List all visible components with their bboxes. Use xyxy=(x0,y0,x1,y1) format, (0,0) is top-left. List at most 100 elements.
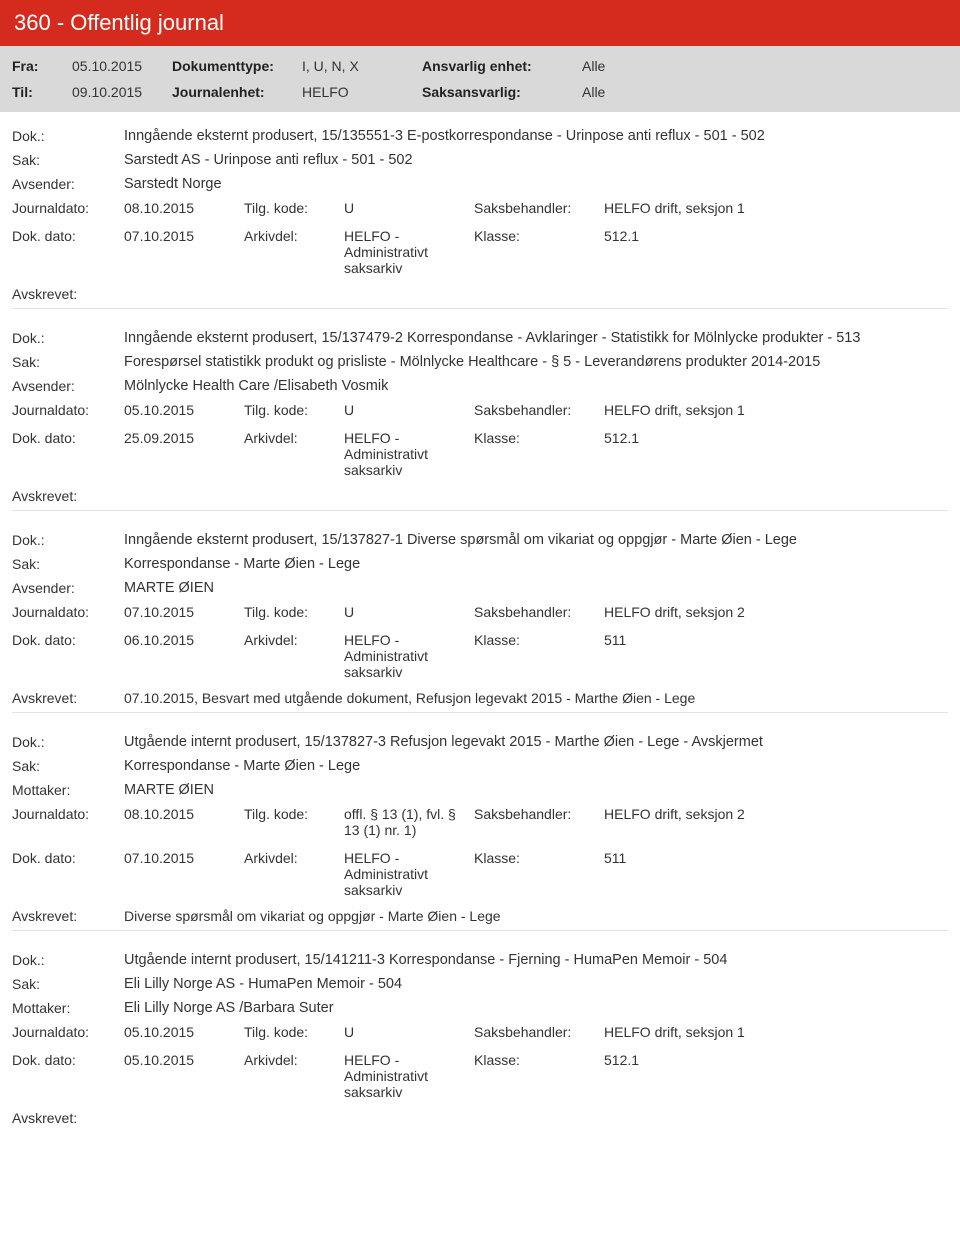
dok-value: Inngående eksternt produsert, 15/135551-… xyxy=(124,128,948,144)
avskrevet-value xyxy=(124,1110,948,1126)
klasse-value: 512.1 xyxy=(604,228,804,244)
sak-label: Sak: xyxy=(12,354,124,370)
avskrevet-label: Avskrevet: xyxy=(12,286,124,302)
klasse-value: 512.1 xyxy=(604,1052,804,1068)
dok-label: Dok.: xyxy=(12,128,124,144)
sak-value: Sarstedt AS - Urinpose anti reflux - 501… xyxy=(124,152,948,168)
saksansvarlig-label: Saksansvarlig: xyxy=(422,84,582,100)
record-divider xyxy=(12,930,948,931)
journaldato-label: Journaldato: xyxy=(12,1024,124,1040)
dokdato-label: Dok. dato: xyxy=(12,1052,124,1068)
journalenhet-value: HELFO xyxy=(302,84,422,100)
arkivdel-label: Arkivdel: xyxy=(244,430,344,446)
klasse-label: Klasse: xyxy=(474,1052,604,1068)
journal-record: Dok.: Inngående eksternt produsert, 15/1… xyxy=(0,314,960,516)
tilgkode-label: Tilg. kode: xyxy=(244,806,344,822)
sak-label: Sak: xyxy=(12,976,124,992)
saksbehandler-label: Saksbehandler: xyxy=(474,604,604,620)
party-value: MARTE ØIEN xyxy=(124,580,948,596)
avskrevet-value xyxy=(124,488,948,504)
dok-label: Dok.: xyxy=(12,532,124,548)
saksbehandler-label: Saksbehandler: xyxy=(474,402,604,418)
ansvarlig-value: Alle xyxy=(582,58,702,74)
journaldato-label: Journaldato: xyxy=(12,806,124,822)
tilgkode-label: Tilg. kode: xyxy=(244,402,344,418)
party-value: Mölnlycke Health Care /Elisabeth Vosmik xyxy=(124,378,948,394)
arkivdel-value: HELFO - Administrativt saksarkiv xyxy=(344,632,474,680)
arkivdel-value: HELFO - Administrativt saksarkiv xyxy=(344,1052,474,1100)
sak-value: Korrespondanse - Marte Øien - Lege xyxy=(124,556,948,572)
sak-value: Forespørsel statistikk produkt og prisli… xyxy=(124,354,948,370)
sak-label: Sak: xyxy=(12,152,124,168)
journaldato-label: Journaldato: xyxy=(12,604,124,620)
sak-label: Sak: xyxy=(12,556,124,572)
dok-value: Utgående internt produsert, 15/137827-3 … xyxy=(124,734,948,750)
tilgkode-value: U xyxy=(344,200,474,216)
tilgkode-label: Tilg. kode: xyxy=(244,1024,344,1040)
journal-record: Dok.: Utgående internt produsert, 15/141… xyxy=(0,936,960,1137)
sak-value: Eli Lilly Norge AS - HumaPen Memoir - 50… xyxy=(124,976,948,992)
fra-label: Fra: xyxy=(12,58,72,74)
saksbehandler-value: HELFO drift, seksjon 2 xyxy=(604,604,804,620)
arkivdel-value: HELFO - Administrativt saksarkiv xyxy=(344,228,474,276)
journaldato-label: Journaldato: xyxy=(12,200,124,216)
party-value: Eli Lilly Norge AS /Barbara Suter xyxy=(124,1000,948,1016)
page-title: 360 - Offentlig journal xyxy=(14,10,224,35)
party-value: MARTE ØIEN xyxy=(124,782,948,798)
doktype-value: I, U, N, X xyxy=(302,58,422,74)
sak-label: Sak: xyxy=(12,758,124,774)
saksbehandler-value: HELFO drift, seksjon 2 xyxy=(604,806,804,822)
dok-value: Utgående internt produsert, 15/141211-3 … xyxy=(124,952,948,968)
record-divider xyxy=(12,308,948,309)
tilgkode-value: offl. § 13 (1), fvl. § 13 (1) nr. 1) xyxy=(344,806,474,838)
dok-value: Inngående eksternt produsert, 15/137827-… xyxy=(124,532,948,548)
arkivdel-label: Arkivdel: xyxy=(244,228,344,244)
sak-value: Korrespondanse - Marte Øien - Lege xyxy=(124,758,948,774)
party-value: Sarstedt Norge xyxy=(124,176,948,192)
record-divider xyxy=(12,510,948,511)
dok-label: Dok.: xyxy=(12,330,124,346)
saksbehandler-label: Saksbehandler: xyxy=(474,200,604,216)
saksbehandler-label: Saksbehandler: xyxy=(474,1024,604,1040)
klasse-label: Klasse: xyxy=(474,632,604,648)
saksbehandler-label: Saksbehandler: xyxy=(474,806,604,822)
dokdato-value: 06.10.2015 xyxy=(124,632,244,648)
dok-label: Dok.: xyxy=(12,734,124,750)
tilgkode-value: U xyxy=(344,402,474,418)
party-label: Avsender: xyxy=(12,176,124,192)
dokdato-label: Dok. dato: xyxy=(12,430,124,446)
dok-label: Dok.: xyxy=(12,952,124,968)
arkivdel-label: Arkivdel: xyxy=(244,850,344,866)
dokdato-label: Dok. dato: xyxy=(12,850,124,866)
journaldato-value: 08.10.2015 xyxy=(124,806,244,822)
party-label: Avsender: xyxy=(12,580,124,596)
avskrevet-label: Avskrevet: xyxy=(12,1110,124,1126)
journaldato-label: Journaldato: xyxy=(12,402,124,418)
dokdato-label: Dok. dato: xyxy=(12,632,124,648)
arkivdel-label: Arkivdel: xyxy=(244,1052,344,1068)
journalenhet-label: Journalenhet: xyxy=(172,84,302,100)
record-divider xyxy=(12,712,948,713)
page-title-bar: 360 - Offentlig journal xyxy=(0,0,960,46)
journaldato-value: 08.10.2015 xyxy=(124,200,244,216)
party-label: Mottaker: xyxy=(12,1000,124,1016)
arkivdel-value: HELFO - Administrativt saksarkiv xyxy=(344,850,474,898)
avskrevet-label: Avskrevet: xyxy=(12,690,124,706)
doktype-label: Dokumenttype: xyxy=(172,58,302,74)
saksansvarlig-value: Alle xyxy=(582,84,702,100)
journal-record: Dok.: Inngående eksternt produsert, 15/1… xyxy=(0,516,960,718)
tilgkode-value: U xyxy=(344,1024,474,1040)
dokdato-value: 25.09.2015 xyxy=(124,430,244,446)
til-label: Til: xyxy=(12,84,72,100)
dokdato-value: 05.10.2015 xyxy=(124,1052,244,1068)
avskrevet-value: Diverse spørsmål om vikariat og oppgjør … xyxy=(124,908,948,924)
avskrevet-value xyxy=(124,286,948,302)
journal-record: Dok.: Utgående internt produsert, 15/137… xyxy=(0,718,960,936)
party-label: Mottaker: xyxy=(12,782,124,798)
avskrevet-label: Avskrevet: xyxy=(12,488,124,504)
dokdato-value: 07.10.2015 xyxy=(124,228,244,244)
klasse-label: Klasse: xyxy=(474,228,604,244)
klasse-value: 511 xyxy=(604,850,804,866)
tilgkode-value: U xyxy=(344,604,474,620)
saksbehandler-value: HELFO drift, seksjon 1 xyxy=(604,200,804,216)
